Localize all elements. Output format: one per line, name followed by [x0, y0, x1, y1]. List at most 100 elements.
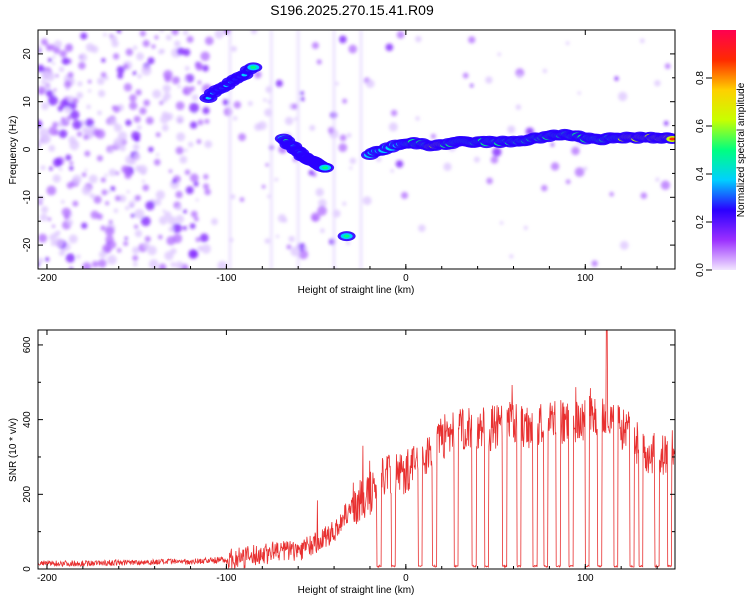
speckle	[107, 190, 111, 194]
speckle	[113, 137, 124, 148]
speckle	[265, 163, 269, 167]
speckle	[583, 166, 588, 171]
speckle	[202, 64, 209, 72]
colorbar: 0.0 0.2 0.4 0.6 0.8 Normalized spectral ampl…	[695, 30, 747, 277]
speckle	[82, 126, 89, 134]
speckle	[299, 90, 305, 96]
speckle	[400, 191, 409, 200]
speckle	[64, 119, 69, 123]
speckle	[211, 218, 218, 226]
speckle	[87, 89, 92, 93]
speckle	[282, 218, 288, 223]
speckle	[81, 185, 92, 196]
speckle	[136, 52, 145, 61]
speckle	[238, 133, 247, 142]
speckle	[116, 248, 122, 253]
speckle	[174, 40, 181, 47]
speckle	[204, 36, 214, 46]
speckle	[155, 153, 160, 157]
speckle	[339, 134, 347, 142]
speckle	[59, 50, 67, 58]
speckle	[81, 222, 88, 229]
speckle	[61, 248, 65, 253]
speckle	[39, 134, 50, 145]
speckle	[84, 168, 88, 172]
y-tick-label: 10	[22, 96, 33, 108]
speckle	[96, 155, 103, 162]
colorbar-tick-label: 0.2	[695, 215, 706, 229]
speckle	[274, 177, 279, 182]
colorbar-tick-label: 0.6	[695, 119, 706, 133]
speckle	[338, 143, 348, 152]
speckle	[100, 72, 107, 78]
speckle	[105, 201, 110, 206]
speckle	[38, 262, 41, 267]
speckle	[141, 65, 152, 76]
speckle	[171, 76, 180, 85]
speckle	[169, 179, 180, 190]
speckle	[141, 179, 146, 183]
speckle	[179, 155, 188, 164]
spectrogram-y-ticks: -20 -10 0 10 20	[22, 29, 675, 270]
snr-x-ticks: -200 -100 0 100	[37, 330, 658, 584]
speckle	[41, 79, 47, 85]
speckle	[664, 63, 671, 70]
speckle	[129, 101, 138, 110]
speckle	[486, 177, 493, 185]
x-tick-label: 100	[577, 573, 594, 584]
speckle	[318, 198, 327, 208]
speckle	[186, 35, 194, 43]
speckle	[222, 99, 229, 106]
y-tick-label: 600	[22, 336, 33, 353]
x-tick-label: -200	[37, 573, 57, 584]
speckle	[38, 64, 45, 73]
speckle	[390, 169, 394, 173]
speckle	[300, 96, 305, 102]
speckle	[38, 119, 43, 129]
speckle	[470, 83, 474, 88]
speckle	[177, 84, 181, 89]
speckle	[56, 230, 61, 235]
speckle	[44, 257, 50, 262]
speckle	[69, 166, 74, 171]
speckle	[137, 74, 142, 79]
speckle	[315, 188, 324, 197]
speckle	[44, 83, 51, 90]
speckle	[200, 51, 210, 62]
speckle	[97, 77, 105, 85]
speckle	[176, 132, 186, 142]
speckle	[124, 236, 128, 241]
speckle	[132, 143, 140, 151]
speckle	[162, 84, 171, 93]
speckle	[60, 199, 65, 204]
speckle	[349, 157, 357, 165]
speckle	[443, 162, 452, 171]
speckle	[233, 101, 242, 109]
speckle	[517, 73, 523, 79]
speckle	[78, 61, 86, 70]
speckle	[72, 200, 79, 207]
speckle	[96, 213, 103, 220]
speckle	[97, 259, 107, 268]
speckle	[167, 216, 177, 225]
speckle	[52, 174, 61, 183]
speckle	[147, 245, 157, 256]
speckle	[60, 99, 69, 109]
speckle	[640, 192, 648, 200]
y-tick-label: 200	[22, 486, 33, 503]
speckle	[195, 237, 201, 243]
speckle	[172, 233, 183, 244]
speckle	[111, 40, 119, 48]
speckle	[175, 101, 185, 111]
speckle	[158, 263, 167, 269]
snr-panel: -200 -100 0 100 0 200 400 600 Height of straig…	[8, 329, 676, 596]
speckle	[155, 132, 161, 138]
speckle	[104, 226, 115, 237]
speckle	[204, 118, 210, 124]
x-tick-label: -100	[216, 573, 236, 584]
speckle	[542, 68, 548, 74]
speckle	[95, 129, 106, 139]
speckle	[100, 225, 106, 231]
speckle	[144, 236, 151, 243]
